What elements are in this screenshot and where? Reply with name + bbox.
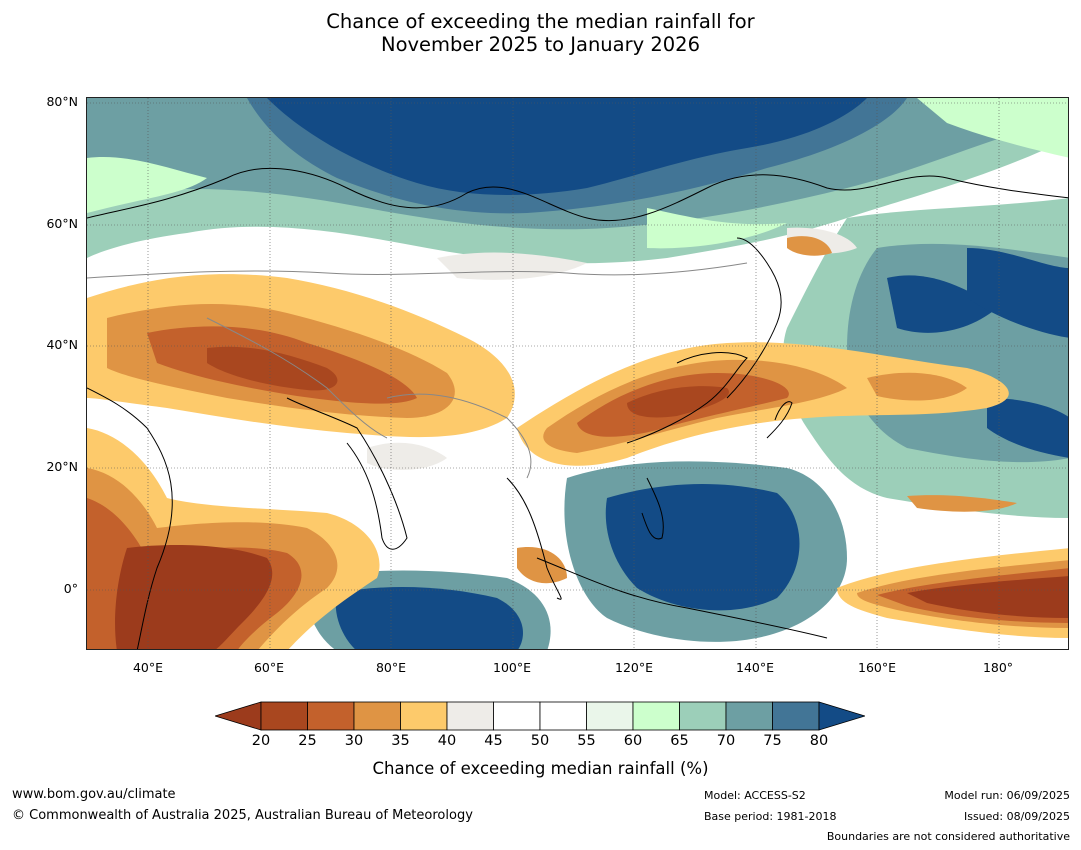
colorbar-label: Chance of exceeding median rainfall (%): [372, 759, 709, 778]
disclaimer-text: Boundaries are not considered authoritat…: [826, 830, 1070, 843]
map-canvas: [87, 98, 1068, 649]
colorbar-segment: [632, 701, 680, 731]
graticule: [87, 98, 1068, 649]
colorbar-segment: [493, 701, 541, 731]
country-borders: [87, 262, 748, 479]
lat-label-60n: 60°N: [46, 216, 78, 231]
lon-label-160e: 160°E: [857, 660, 897, 675]
colorbar-tick-label: 80: [809, 733, 829, 749]
colorbar: [215, 701, 865, 731]
colorbar-segment: [725, 701, 773, 731]
issued-text: Issued: 08/09/2025: [963, 810, 1070, 823]
colorbar-tick-label: 55: [577, 733, 596, 749]
east-asia-dry-region: [517, 342, 1009, 466]
colorbar-tick-label: 20: [251, 733, 271, 749]
lon-label-120e: 120°E: [614, 660, 654, 675]
colorbar-segment: [446, 701, 494, 731]
northern-wet-region: [87, 98, 1068, 264]
title-line-2: November 2025 to January 2026: [381, 33, 700, 56]
colorbar-segment: [679, 701, 727, 731]
colorbar-tick-label: 30: [344, 733, 364, 749]
colorbar-tick-label: 50: [530, 733, 550, 749]
lon-label-40e: 40°E: [132, 660, 164, 675]
indian-ocean-dry-region: [87, 428, 567, 649]
website-link[interactable]: www.bom.gov.au/climate: [12, 787, 176, 802]
lon-label-180: 180°: [982, 660, 1014, 675]
lat-label-20n: 20°N: [46, 459, 78, 474]
colorbar-tick-label: 75: [763, 733, 782, 749]
coastlines: [87, 167, 1068, 649]
central-pacific-dry-region: [837, 495, 1068, 638]
colorbar-tick-label: 40: [437, 733, 457, 749]
colorbar-tick-label: 35: [391, 733, 410, 749]
neutral-regions: [367, 227, 857, 470]
model-run-text: Model run: 06/09/2025: [944, 789, 1070, 802]
lon-label-80e: 80°E: [375, 660, 407, 675]
colorbar-tick-label: 65: [670, 733, 689, 749]
lon-label-100e: 100°E: [492, 660, 532, 675]
map-title: Chance of exceeding the median rainfall …: [0, 10, 1081, 56]
base-period-text: Base period: 1981-2018: [704, 810, 837, 823]
colorbar-segment: [586, 701, 634, 731]
colorbar-tick-label: 25: [298, 733, 317, 749]
lat-label-40n: 40°N: [46, 337, 78, 352]
colorbar-extend-high: [818, 701, 865, 731]
lat-label-80n: 80°N: [46, 94, 78, 109]
colorbar-segment: [772, 701, 820, 731]
colorbar-tick-label: 60: [623, 733, 643, 749]
colorbar-segment: [353, 701, 401, 731]
model-text: Model: ACCESS-S2: [704, 789, 806, 802]
pacific-wet-region: [783, 198, 1068, 518]
maritime-wet-region: [87, 448, 847, 649]
lon-label-60e: 60°E: [253, 660, 285, 675]
colorbar-tick-label: 70: [716, 733, 736, 749]
colorbar-segment: [307, 701, 355, 731]
title-line-1: Chance of exceeding the median rainfall …: [326, 10, 755, 33]
colorbar-segment: [260, 701, 308, 731]
lon-label-140e: 140°E: [735, 660, 775, 675]
rainfall-map: [86, 97, 1069, 650]
colorbar-extend-low: [215, 701, 262, 731]
colorbar-segment: [400, 701, 448, 731]
colorbar-segment: [539, 701, 587, 731]
colorbar-tick-label: 45: [484, 733, 503, 749]
lat-label-equator: 0°: [63, 581, 78, 596]
central-asia-dry-region: [87, 274, 515, 438]
copyright-text: © Commonwealth of Australia 2025, Austra…: [12, 808, 473, 823]
